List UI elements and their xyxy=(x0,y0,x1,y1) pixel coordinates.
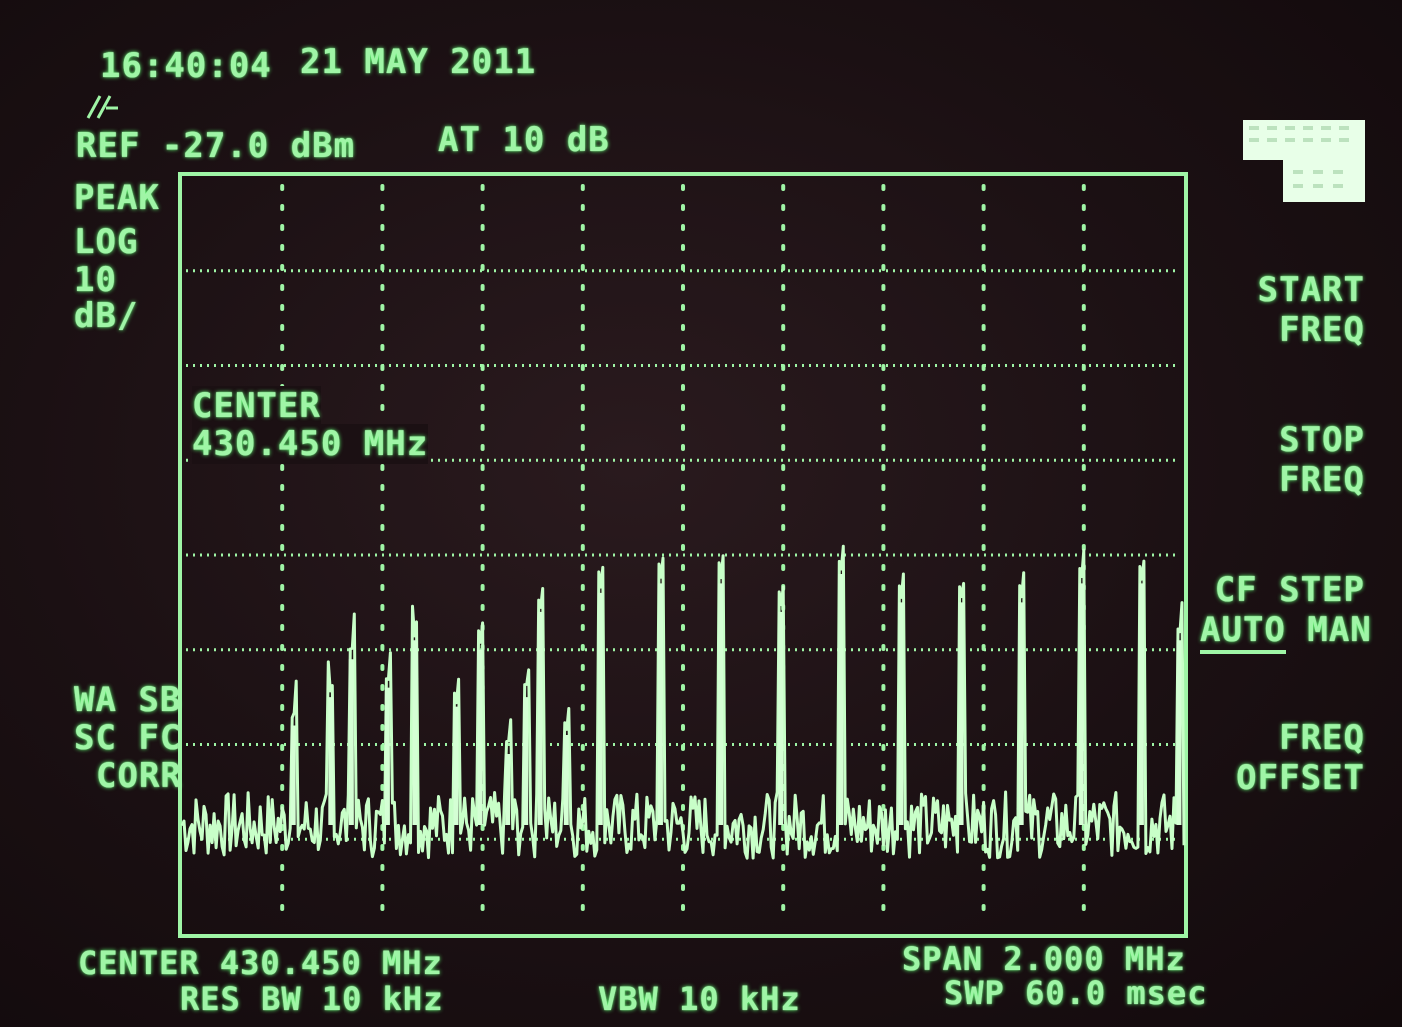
clock-time: 16:40:04 xyxy=(100,46,272,86)
attenuation: AT 10 dB xyxy=(438,120,610,160)
ref-level: REF -27.0 dBm xyxy=(76,126,356,166)
softkey-cf-step-line1: CF STEP xyxy=(1214,570,1365,610)
status-block-icon xyxy=(1243,120,1365,202)
softkey-start-freq-line1: START xyxy=(1257,270,1365,310)
center-marker-value: 430.450 MHz xyxy=(192,424,429,464)
footer-res-bw: RES BW 10 kHz xyxy=(180,980,444,1018)
scale-type: LOG xyxy=(74,222,139,262)
softkey-freq-offset-line1: FREQ xyxy=(1279,718,1365,758)
hp-logo-icon xyxy=(86,95,118,119)
softkey-stop-freq-line1: STOP xyxy=(1279,420,1365,460)
softkey-stop-freq-line2: FREQ xyxy=(1279,460,1365,500)
softkey-stop-freq[interactable]: STOP FREQ xyxy=(1230,420,1365,500)
softkey-cf-step[interactable]: CF STEP AUTO MAN xyxy=(1200,570,1371,654)
cf-step-man-option: MAN xyxy=(1285,610,1372,650)
correction-flags-2: SC FC xyxy=(74,718,182,758)
clock-date: 21 MAY 2011 xyxy=(300,42,537,82)
spectrum-plot xyxy=(178,172,1188,938)
softkey-freq-offset-line2: OFFSET xyxy=(1236,758,1365,798)
center-marker-label: CENTER xyxy=(192,386,321,426)
softkey-start-freq[interactable]: START FREQ xyxy=(1230,270,1365,350)
softkey-cf-step-line2: AUTO MAN xyxy=(1200,610,1371,654)
softkey-freq-offset[interactable]: FREQ OFFSET xyxy=(1230,718,1365,798)
scale-value: 10 xyxy=(74,260,117,300)
scale-unit: dB/ xyxy=(74,296,139,336)
footer-span: SPAN 2.000 MHz xyxy=(902,940,1186,978)
footer-sweep: SWP 60.0 msec xyxy=(944,974,1208,1012)
softkey-start-freq-line2: FREQ xyxy=(1279,310,1365,350)
cf-step-auto-option: AUTO xyxy=(1200,610,1286,654)
footer-center-freq: CENTER 430.450 MHz xyxy=(78,944,443,982)
footer-vbw: VBW 10 kHz xyxy=(598,980,801,1018)
detector-mode: PEAK xyxy=(74,178,160,218)
correction-flags-3: CORR xyxy=(96,756,182,796)
plot-border xyxy=(178,172,1188,938)
correction-flags-1: WA SB xyxy=(74,680,182,720)
